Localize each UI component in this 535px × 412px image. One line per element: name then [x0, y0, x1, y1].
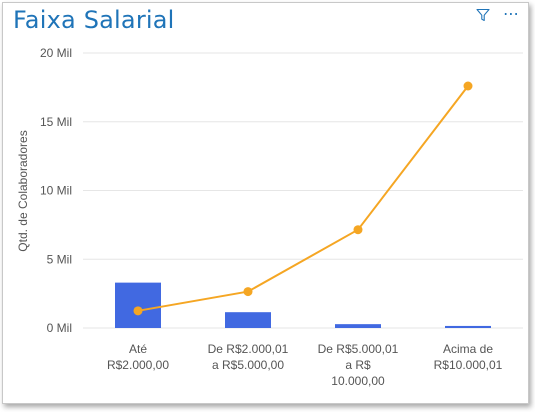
- more-options-icon[interactable]: ⋯: [502, 6, 520, 24]
- series-line: [137, 85, 469, 312]
- x-tick-label: De R$2.000,01 a R$5.000,00: [208, 342, 289, 372]
- line-point: [353, 225, 363, 235]
- bar: [335, 324, 381, 328]
- y-tick-label: 20 Mil: [40, 46, 72, 60]
- chart-title: Faixa Salarial: [13, 6, 175, 34]
- filter-icon[interactable]: [474, 6, 492, 24]
- bar: [225, 312, 271, 328]
- line-point: [463, 81, 473, 91]
- y-tick-label: 0 Mil: [47, 321, 72, 335]
- chart-plot-area: 0 Mil 5 Mil 10 Mil 15 Mil 20 Mil Até R$2.000,0…: [40, 46, 523, 388]
- chart-card: Faixa Salarial ⋯ Qtd. de Colaboradores 0…: [2, 2, 529, 404]
- line-point: [133, 306, 143, 316]
- x-tick-label: De R$5.000,01 a R$ 10.000,00: [318, 342, 399, 388]
- y-tick-label: 5 Mil: [47, 252, 72, 266]
- more-options-glyph: ⋯: [503, 6, 519, 23]
- x-tick-label: Acima de R$10.000,01: [434, 342, 503, 372]
- bar: [445, 325, 491, 328]
- y-tick-label: 15 Mil: [40, 115, 72, 129]
- bar: [115, 282, 161, 328]
- line-point: [243, 287, 253, 297]
- y-tick-label: 10 Mil: [40, 184, 72, 198]
- visual-toolbar: ⋯: [474, 6, 520, 24]
- x-tick-label: Até R$2.000,00: [107, 342, 169, 372]
